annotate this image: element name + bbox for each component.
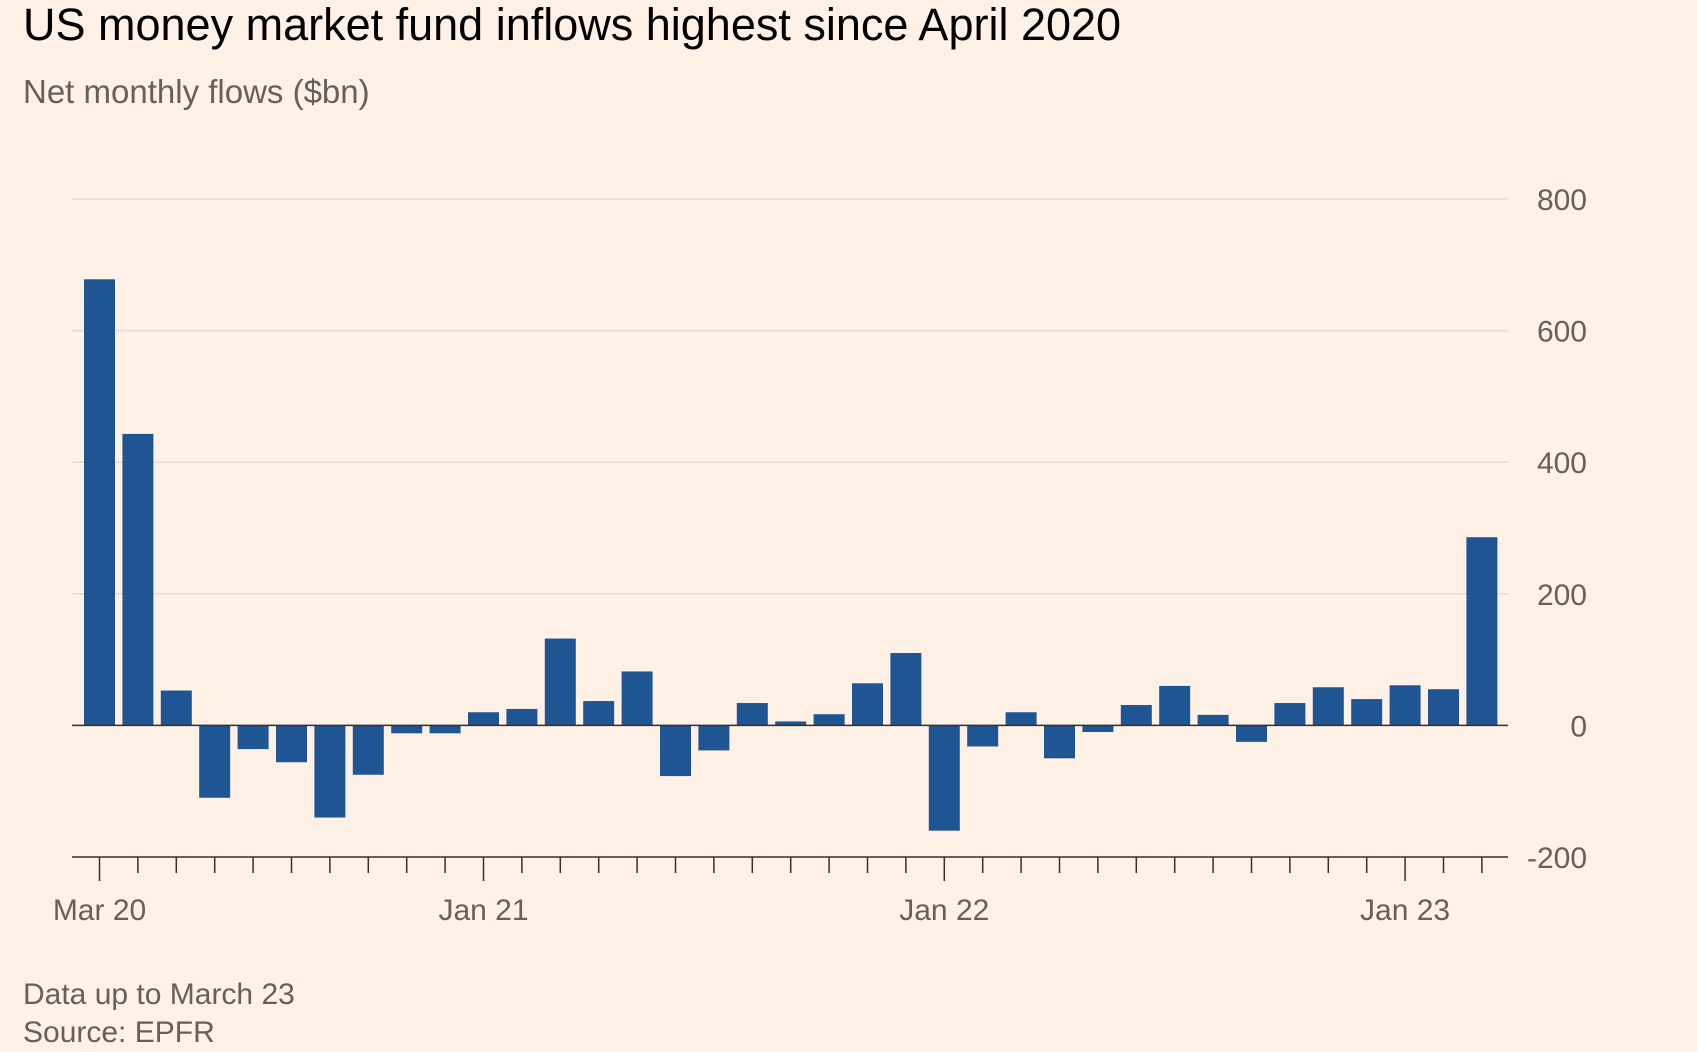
chart-title: US money market fund inflows highest sin… — [23, 0, 1122, 50]
bar — [352, 725, 384, 775]
bar — [967, 725, 999, 747]
bar — [1274, 703, 1306, 726]
bar — [1428, 689, 1459, 726]
bar — [1466, 537, 1498, 726]
bar — [314, 725, 346, 818]
bar — [237, 725, 269, 750]
bar — [1159, 685, 1191, 726]
data-note: Data up to March 23 — [23, 978, 295, 1011]
bar — [1005, 712, 1037, 726]
bar — [660, 725, 691, 777]
bar — [928, 725, 960, 831]
bar — [1197, 714, 1229, 726]
gridlines — [72, 198, 1508, 727]
bar — [199, 725, 231, 798]
x-tick-label: Jan 21 — [438, 894, 528, 927]
bar — [1312, 687, 1344, 726]
bar — [544, 638, 576, 726]
bar — [160, 690, 192, 726]
chart-subtitle: Net monthly flows ($bn) — [23, 73, 370, 110]
bar — [736, 703, 768, 726]
source-note: Source: EPFR — [23, 1016, 215, 1049]
y-axis-labels: 800 600 400 200 0 -200 — [1527, 184, 1587, 875]
x-tick-label: Mar 20 — [53, 894, 146, 927]
y-tick-label: 800 — [1537, 184, 1587, 217]
bar — [1044, 725, 1075, 759]
bar — [698, 725, 730, 751]
bar — [852, 683, 883, 726]
bar — [429, 725, 461, 734]
bar — [468, 712, 499, 726]
y-tick-label: 400 — [1537, 447, 1587, 480]
bar — [775, 721, 807, 726]
bar — [813, 714, 845, 726]
y-tick-label: 0 — [1570, 710, 1587, 743]
bar — [583, 701, 615, 726]
y-tick-label: -200 — [1527, 842, 1587, 875]
bar — [1082, 725, 1114, 732]
bar — [391, 725, 423, 734]
bar — [890, 653, 922, 726]
x-tick-label: Jan 22 — [899, 894, 989, 927]
bar — [1236, 725, 1267, 742]
x-axis — [72, 724, 1508, 881]
y-tick-label: 600 — [1537, 316, 1587, 349]
bars — [84, 279, 1498, 831]
bar — [84, 279, 115, 726]
bar — [122, 433, 154, 726]
bar — [506, 708, 538, 726]
x-axis-labels: Mar 20 Jan 21 Jan 22 Jan 23 — [53, 894, 1450, 927]
bar — [1120, 705, 1152, 726]
x-tick-label: Jan 23 — [1360, 894, 1450, 927]
bar — [1351, 699, 1383, 726]
bar — [621, 671, 653, 726]
y-tick-label: 200 — [1537, 579, 1587, 612]
bar — [1389, 685, 1421, 726]
bar — [276, 725, 307, 763]
